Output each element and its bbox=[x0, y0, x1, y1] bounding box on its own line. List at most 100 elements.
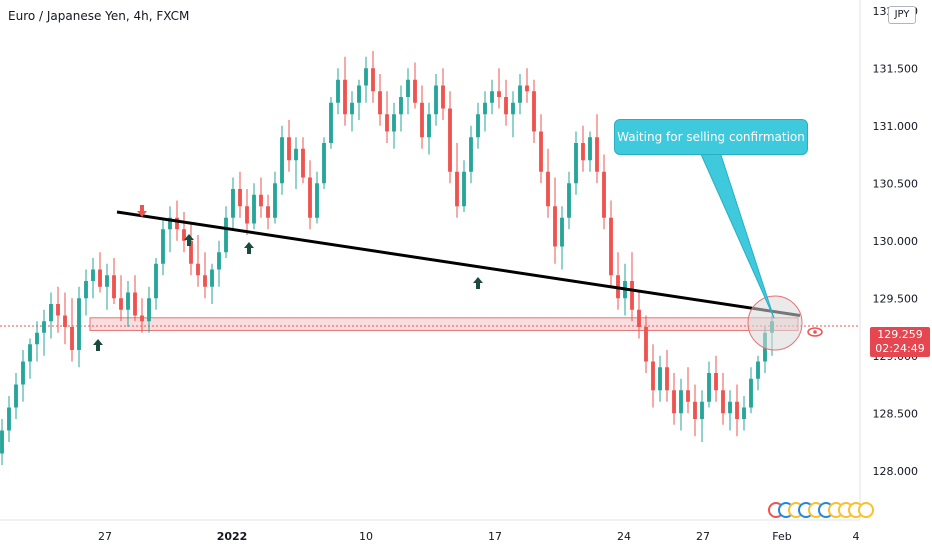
candle-body bbox=[546, 171, 550, 207]
arrow-up-icon bbox=[93, 339, 103, 351]
candle-body bbox=[735, 401, 739, 419]
candle-body bbox=[98, 269, 102, 287]
candle-body bbox=[511, 102, 515, 115]
candle-body bbox=[504, 97, 508, 115]
candle-body bbox=[273, 183, 277, 218]
y-tick-label: 129.500 bbox=[873, 292, 919, 305]
candle-body bbox=[224, 217, 228, 253]
candle-body bbox=[686, 390, 690, 402]
candle-body bbox=[441, 85, 445, 109]
candle-body bbox=[518, 85, 522, 103]
candle-body bbox=[525, 85, 529, 92]
x-tick-label: 2022 bbox=[217, 530, 248, 543]
candle-body bbox=[721, 390, 725, 414]
candle-body bbox=[161, 229, 165, 264]
event-badge-icon[interactable] bbox=[858, 502, 874, 518]
candle-body bbox=[644, 327, 648, 362]
candle-body bbox=[385, 114, 389, 132]
candle-body bbox=[280, 137, 284, 184]
candle-body bbox=[91, 269, 95, 281]
candle-body bbox=[679, 390, 683, 414]
candle-body bbox=[77, 298, 81, 350]
candle-body bbox=[672, 390, 676, 414]
candle-body bbox=[539, 131, 543, 172]
candle-body bbox=[14, 384, 18, 408]
currency-badge[interactable]: JPY bbox=[888, 6, 916, 24]
candle-body bbox=[665, 367, 669, 391]
candle-body bbox=[189, 240, 193, 264]
candle-body bbox=[294, 148, 298, 161]
candle-body bbox=[126, 292, 130, 310]
candle-body bbox=[217, 252, 221, 270]
candle-body bbox=[714, 373, 718, 391]
candle-body bbox=[749, 378, 753, 408]
candle-body bbox=[119, 298, 123, 310]
candle-body bbox=[245, 206, 249, 224]
candle-body bbox=[0, 430, 4, 454]
arrow-up-icon bbox=[473, 277, 483, 289]
candle-body bbox=[560, 217, 564, 247]
candle-body bbox=[238, 189, 242, 207]
candle-body bbox=[476, 114, 480, 138]
candle-body bbox=[301, 148, 305, 178]
candle-body bbox=[602, 171, 606, 218]
candle-body bbox=[532, 91, 536, 132]
eye-pupil bbox=[813, 330, 817, 334]
candle-body bbox=[574, 143, 578, 184]
candle-body bbox=[553, 206, 557, 247]
candle-body bbox=[581, 143, 585, 161]
x-tick-label: Feb bbox=[772, 530, 791, 543]
support-zone[interactable] bbox=[89, 317, 799, 331]
annotation-text: Waiting for selling confirmation bbox=[617, 130, 805, 144]
candle-body bbox=[168, 217, 172, 230]
candle-body bbox=[329, 102, 333, 143]
candle-body bbox=[700, 401, 704, 419]
candle-body bbox=[7, 407, 11, 431]
candle-body bbox=[287, 137, 291, 161]
candle-body bbox=[231, 189, 235, 218]
candle-body bbox=[651, 361, 655, 391]
candle-body bbox=[371, 68, 375, 92]
candle-body bbox=[658, 367, 662, 391]
x-tick-label: 10 bbox=[359, 530, 373, 543]
y-tick-label: 128.500 bbox=[873, 407, 919, 420]
eye-icon[interactable] bbox=[807, 327, 823, 337]
current-price-tag: 129.259 02:24:49 bbox=[870, 327, 930, 357]
annotation-callout[interactable]: Waiting for selling confirmation bbox=[614, 119, 808, 155]
candle-body bbox=[196, 263, 200, 276]
candle-body bbox=[497, 91, 501, 97]
candle-body bbox=[462, 171, 466, 207]
trendline[interactable] bbox=[116, 210, 801, 317]
candle-body bbox=[322, 143, 326, 184]
candle-body bbox=[595, 137, 599, 172]
highlight-circle[interactable] bbox=[747, 295, 803, 351]
candle-body bbox=[140, 315, 144, 322]
candle-body bbox=[378, 91, 382, 115]
candle-body bbox=[693, 401, 697, 419]
candle-body bbox=[413, 79, 417, 103]
candle-body bbox=[84, 281, 88, 299]
candle-body bbox=[21, 361, 25, 385]
candle-body bbox=[728, 401, 732, 414]
arrow-up-icon bbox=[184, 234, 194, 246]
y-tick-label: 131.500 bbox=[873, 62, 919, 75]
candle-body bbox=[308, 177, 312, 218]
candle-body bbox=[357, 85, 361, 103]
candle-body bbox=[175, 217, 179, 230]
candle-body bbox=[266, 206, 270, 218]
candle-body bbox=[406, 79, 410, 97]
y-tick-label: 131.000 bbox=[873, 120, 919, 133]
callout-tail bbox=[699, 151, 775, 319]
candle-body bbox=[203, 275, 207, 287]
candle-body bbox=[49, 304, 53, 322]
candle-body bbox=[154, 263, 158, 299]
candle-body bbox=[637, 309, 641, 327]
candle-body bbox=[434, 85, 438, 115]
y-tick-label: 130.000 bbox=[873, 235, 919, 248]
candle-body bbox=[210, 269, 214, 287]
candle-body bbox=[756, 361, 760, 379]
candle-body bbox=[350, 102, 354, 115]
candle-body bbox=[259, 194, 263, 207]
y-tick-label: 128.000 bbox=[873, 465, 919, 478]
chart-title: Euro / Japanese Yen, 4h, FXCM bbox=[8, 9, 190, 23]
